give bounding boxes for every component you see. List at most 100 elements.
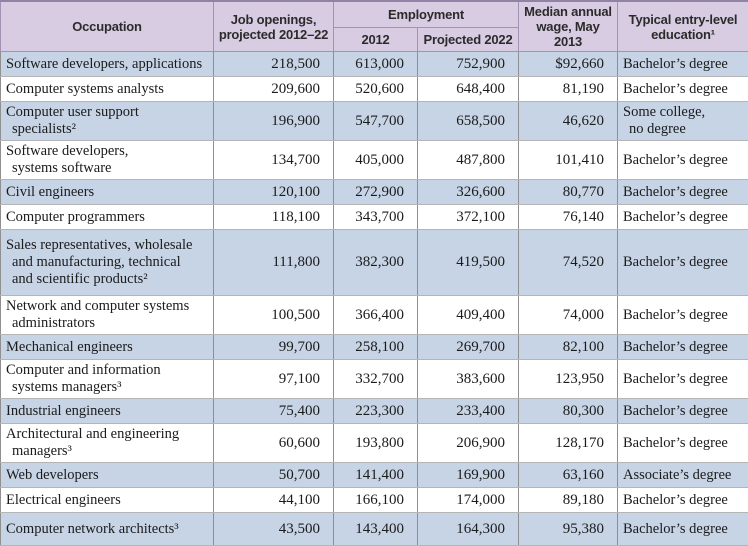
occupation-cell: Web developers: [1, 463, 214, 488]
occupation-cell-line: Web developers: [6, 467, 99, 483]
median-wage-cell: 101,410: [519, 141, 618, 180]
occupation-cell-line: managers³: [6, 443, 72, 459]
job-openings-cell: 97,100: [214, 360, 334, 399]
employment-2022-cell: 233,400: [418, 399, 519, 424]
job-openings-cell: 118,100: [214, 205, 334, 230]
col-header-job-openings-line2: projected 2012–22: [219, 27, 328, 42]
education-cell-line: Bachelor’s degree: [623, 371, 728, 387]
job-openings-cell: 120,100: [214, 180, 334, 205]
job-openings-cell: 99,700: [214, 335, 334, 360]
col-header-median-wage: Median annual wage, May 2013: [519, 1, 618, 52]
employment-2022-cell: 269,700: [418, 335, 519, 360]
education-cell-line: no degree: [623, 121, 686, 137]
education-cell-line: Bachelor’s degree: [623, 521, 728, 537]
occupation-cell-line: Sales representatives, wholesale: [6, 237, 192, 253]
job-openings-cell: 196,900: [214, 102, 334, 141]
median-wage-cell: 63,160: [519, 463, 618, 488]
employment-2012-cell: 272,900: [334, 180, 418, 205]
occupation-cell: Computer systems analysts: [1, 77, 214, 102]
job-openings-cell: 134,700: [214, 141, 334, 180]
education-cell: Bachelor’s degree: [618, 360, 748, 399]
median-wage-cell: 128,170: [519, 424, 618, 463]
employment-2012-cell: 223,300: [334, 399, 418, 424]
education-cell: Bachelor’s degree: [618, 399, 748, 424]
education-cell-line: Bachelor’s degree: [623, 209, 728, 225]
education-cell: Bachelor’s degree: [618, 230, 748, 296]
median-wage-cell: 76,140: [519, 205, 618, 230]
employment-2012-cell: 547,700: [334, 102, 418, 141]
col-header-employment-label: Employment: [388, 7, 464, 22]
col-header-job-openings-line1: Job openings,: [231, 12, 317, 27]
col-header-employment: Employment: [334, 1, 519, 28]
col-header-median-wage-line1: Median annual: [524, 4, 612, 19]
median-wage-cell: 81,190: [519, 77, 618, 102]
employment-2022-cell: 752,900: [418, 52, 519, 77]
occupation-cell-line: and scientific products²: [6, 271, 148, 287]
occupation-cell-line: specialists²: [6, 121, 76, 137]
job-openings-cell: 111,800: [214, 230, 334, 296]
education-cell-line: Bachelor’s degree: [623, 254, 728, 270]
median-wage-cell: 123,950: [519, 360, 618, 399]
occupation-cell-line: Computer systems analysts: [6, 81, 164, 97]
occupation-cell: Civil engineers: [1, 180, 214, 205]
median-wage-cell: 82,100: [519, 335, 618, 360]
employment-2012-cell: 193,800: [334, 424, 418, 463]
education-cell-line: Associate’s degree: [623, 467, 731, 483]
median-wage-cell: 89,180: [519, 488, 618, 513]
occupation-cell-line: Software developers, applications: [6, 56, 202, 72]
education-cell: Bachelor’s degree: [618, 205, 748, 230]
col-header-2012-label: 2012: [361, 32, 389, 47]
col-header-job-openings: Job openings, projected 2012–22: [214, 1, 334, 52]
occupation-cell-line: Electrical engineers: [6, 492, 121, 508]
job-openings-cell: 50,700: [214, 463, 334, 488]
occupation-cell: Industrial engineers: [1, 399, 214, 424]
col-header-projected-2022-label: Projected 2022: [424, 32, 513, 47]
occupation-cell-line: Mechanical engineers: [6, 339, 133, 355]
occupation-cell: Electrical engineers: [1, 488, 214, 513]
col-header-projected-2022: Projected 2022: [418, 28, 519, 52]
employment-2012-cell: 332,700: [334, 360, 418, 399]
employment-2022-cell: 419,500: [418, 230, 519, 296]
employment-2022-cell: 326,600: [418, 180, 519, 205]
education-cell-line: Bachelor’s degree: [623, 184, 728, 200]
col-header-education-line1: Typical entry-level: [629, 12, 738, 27]
occupation-cell: Computer programmers: [1, 205, 214, 230]
median-wage-cell: 46,620: [519, 102, 618, 141]
employment-2012-cell: 143,400: [334, 513, 418, 546]
employment-2022-cell: 383,600: [418, 360, 519, 399]
median-wage-cell: 80,770: [519, 180, 618, 205]
employment-2012-cell: 613,000: [334, 52, 418, 77]
occupation-cell: Software developers, applications: [1, 52, 214, 77]
education-cell: Bachelor’s degree: [618, 488, 748, 513]
col-header-education: Typical entry-level education¹: [618, 1, 748, 52]
employment-2022-cell: 648,400: [418, 77, 519, 102]
occupation-cell-line: Software developers,: [6, 143, 128, 159]
median-wage-cell: 74,000: [519, 296, 618, 335]
job-openings-cell: 43,500: [214, 513, 334, 546]
education-cell-line: Bachelor’s degree: [623, 403, 728, 419]
table-header: Occupation Job openings, projected 2012–…: [1, 1, 748, 52]
occupation-cell-line: Civil engineers: [6, 184, 94, 200]
header-row-group: Occupation Job openings, projected 2012–…: [1, 1, 748, 28]
employment-2022-cell: 409,400: [418, 296, 519, 335]
col-header-2012: 2012: [334, 28, 418, 52]
education-cell-line: Bachelor’s degree: [623, 152, 728, 168]
median-wage-cell: 74,520: [519, 230, 618, 296]
occupation-cell: Mechanical engineers: [1, 335, 214, 360]
employment-2022-cell: 206,900: [418, 424, 519, 463]
